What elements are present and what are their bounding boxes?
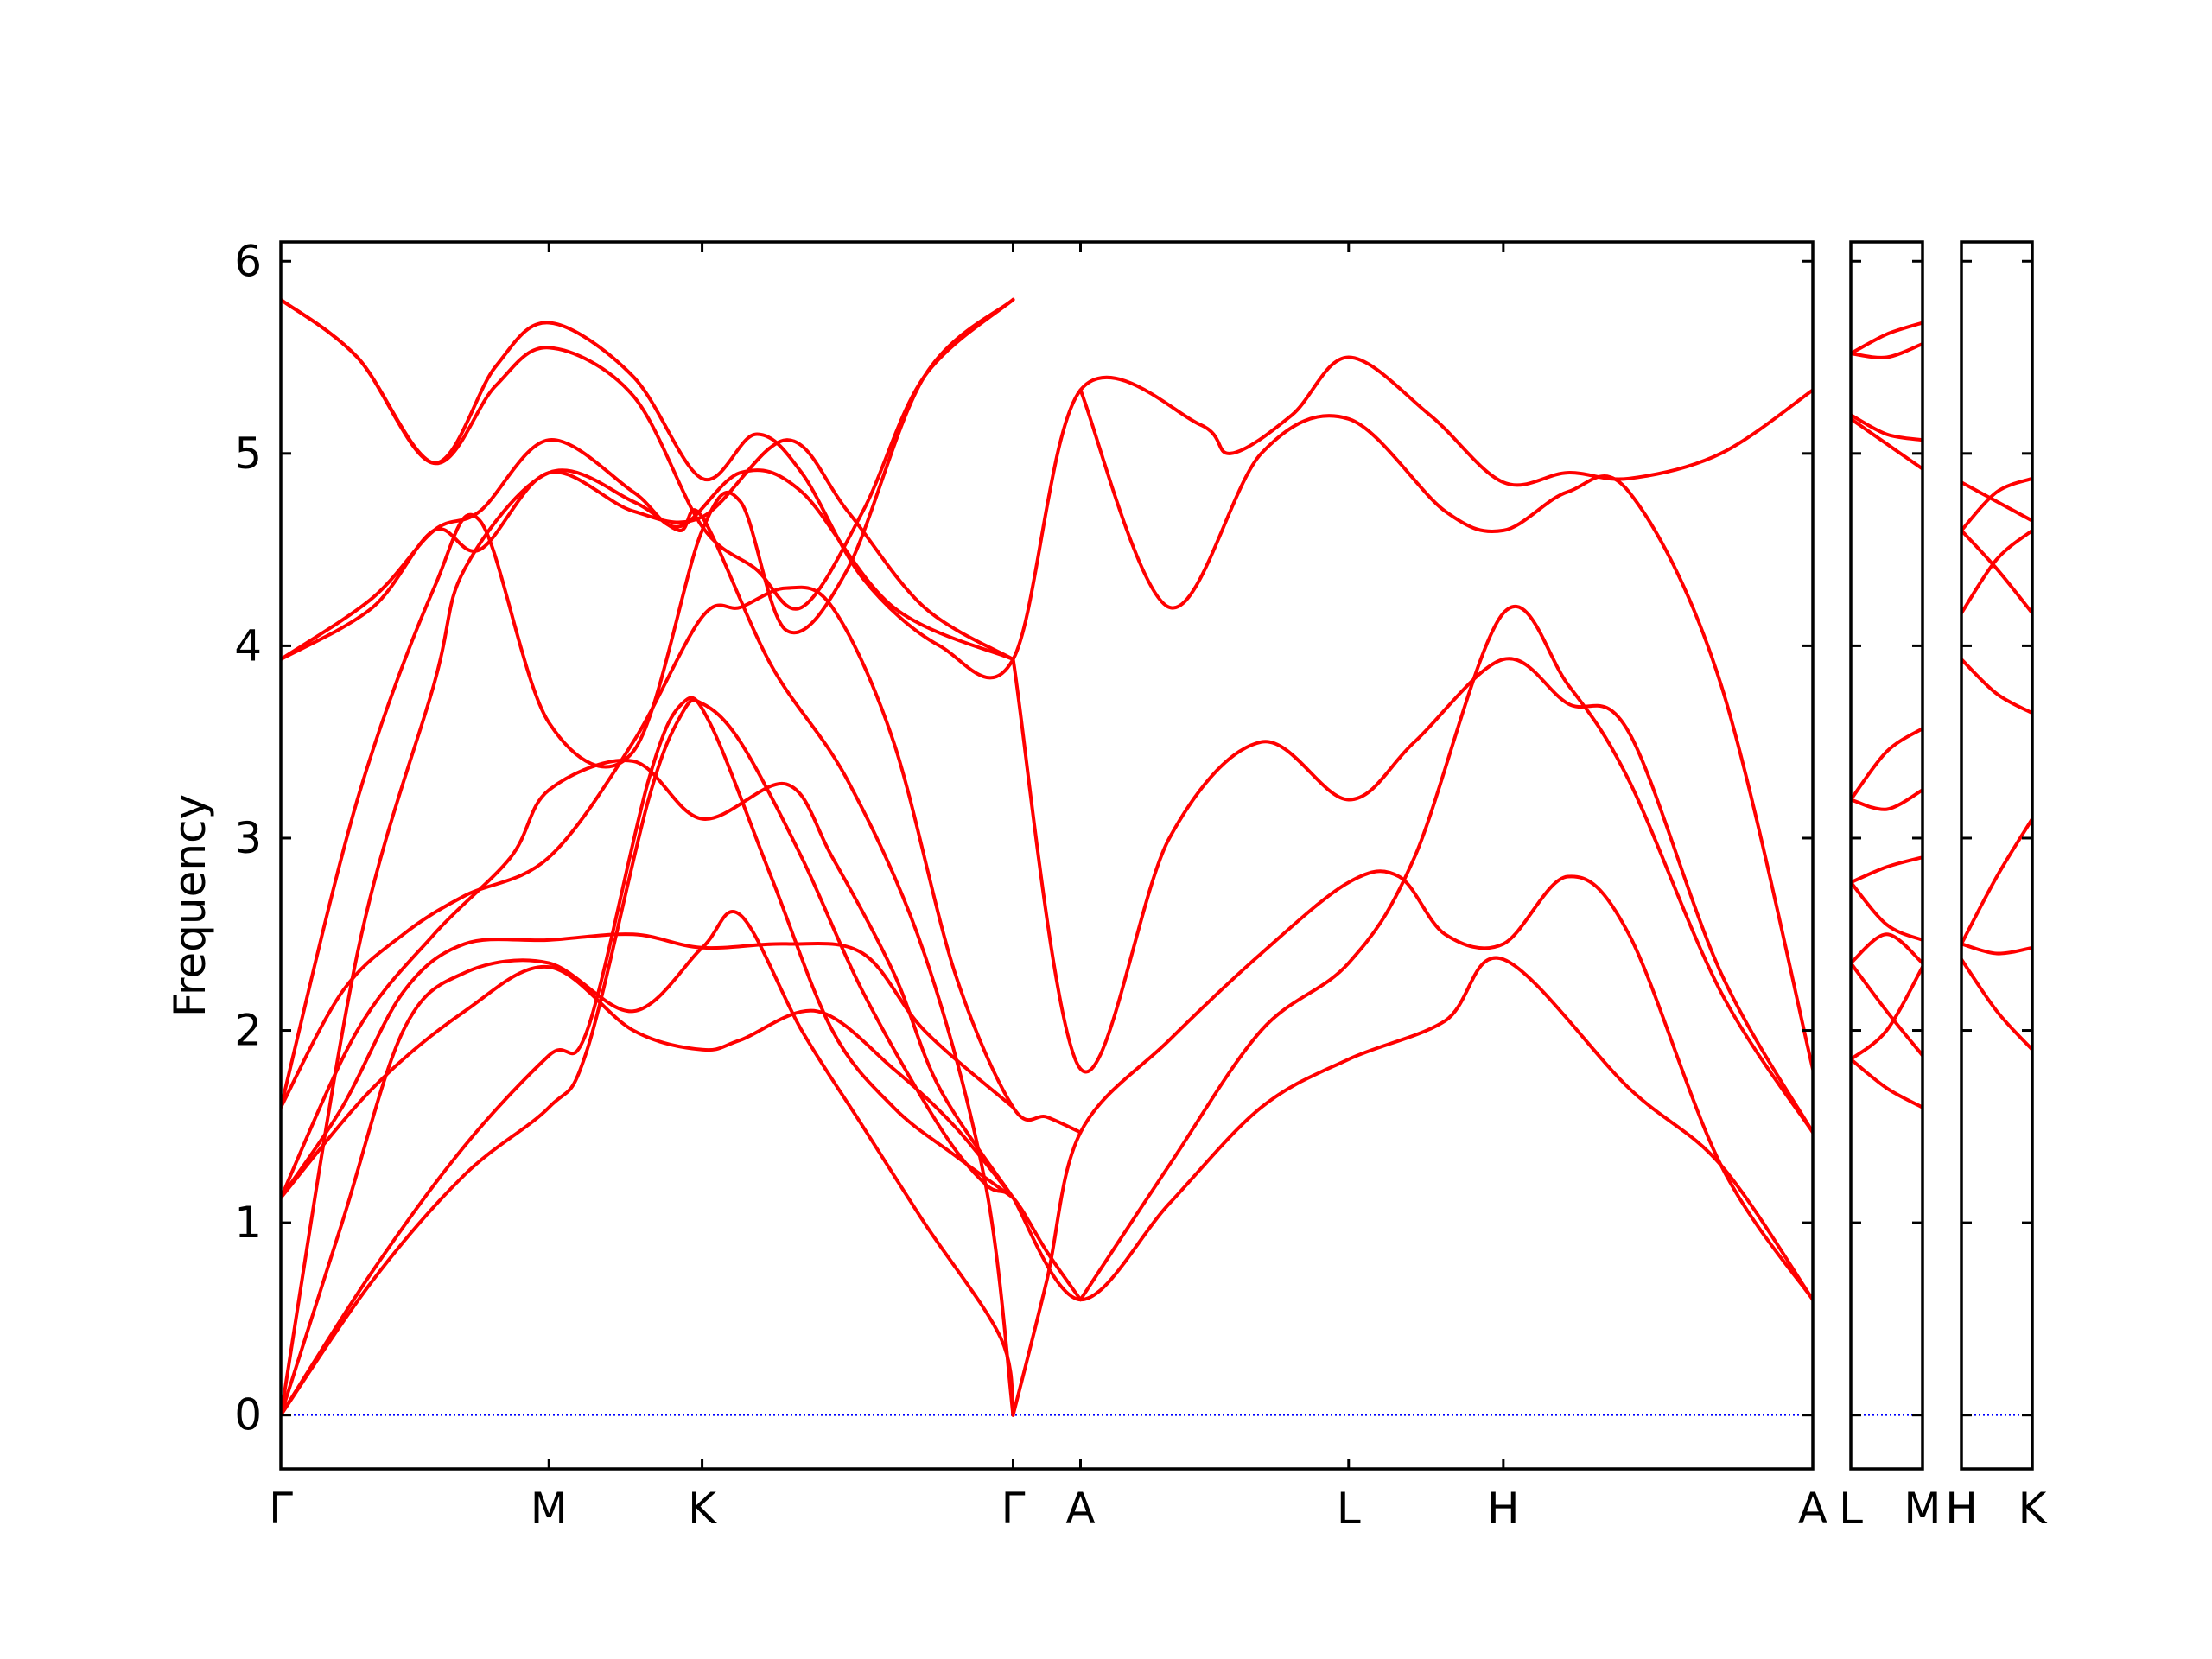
phonon-band-10 — [281, 438, 1015, 661]
phonon-band-6 — [281, 585, 1083, 1135]
plot-frame — [1849, 240, 1924, 1471]
plot-frame — [279, 240, 1815, 1471]
phonon-band-1 — [1851, 321, 1923, 356]
phonon-band-5 — [281, 932, 1015, 1200]
phonon-band-12 — [1851, 1057, 1923, 1109]
y-tick-label: 2 — [234, 1006, 262, 1056]
phonon-band-5 — [1851, 727, 1923, 802]
band-group — [281, 297, 1813, 1417]
phonon-band-6 — [1851, 788, 1923, 811]
phonon-band-3 — [281, 910, 1015, 1417]
phonon-band-8 — [281, 468, 1015, 1417]
x-tick-label: L — [1839, 1484, 1863, 1534]
y-tick-label: 1 — [234, 1198, 262, 1248]
phonon-band-2 — [281, 696, 1015, 1417]
phonon-band-2 — [1851, 342, 1923, 359]
phonon-band-7 — [1851, 855, 1923, 885]
phonon-band-4 — [281, 964, 1015, 1200]
phonon-band-13 — [281, 297, 1813, 680]
phonon-band-15 — [1011, 657, 1813, 1135]
y-tick-label: 0 — [234, 1390, 262, 1440]
x-tick-label: M — [1904, 1484, 1941, 1534]
phonon-band-10 — [1851, 961, 1923, 1058]
phonon-band-16 — [1011, 956, 1813, 1302]
phonon-band-12 — [281, 297, 1015, 611]
phonon-band-8 — [1961, 957, 2032, 1052]
x-tick-label: Γ — [269, 1484, 293, 1534]
phonon-band-18 — [1078, 388, 1813, 1071]
band-group — [1851, 321, 1923, 1109]
y-axis-title: Frequency — [165, 794, 215, 1017]
x-tick-label: A — [1798, 1484, 1827, 1534]
phonon-band-14 — [1011, 869, 1813, 1417]
phonon-band-8 — [1851, 880, 1923, 942]
x-tick-label: M — [531, 1484, 568, 1534]
plot-frame — [1960, 240, 2034, 1471]
phonon-band-2 — [1961, 476, 2032, 532]
phonon-band-6 — [1961, 817, 2032, 946]
y-tick-label: 3 — [234, 813, 262, 863]
x-tick-label: L — [1337, 1484, 1361, 1534]
phonon-band-9 — [1851, 932, 1923, 965]
x-tick-label: K — [688, 1484, 717, 1534]
phonon-band-7 — [281, 759, 1015, 1200]
x-tick-label: H — [1487, 1484, 1520, 1534]
y-tick-label: 6 — [234, 236, 262, 286]
phonon-band-4 — [1851, 416, 1923, 471]
x-tick-label: Γ — [1001, 1484, 1026, 1534]
phonon-band-1 — [281, 698, 1083, 1417]
y-tick-label: 5 — [234, 429, 262, 479]
phonon-band-3 — [1851, 413, 1923, 442]
phonon-band-1 — [1961, 480, 2032, 523]
phonon-band-17 — [1078, 604, 1813, 1302]
phonon-band-11 — [1851, 965, 1923, 1061]
phonon-band-11 — [281, 438, 1015, 661]
x-tick-label: K — [2018, 1484, 2048, 1534]
phonon-band-7 — [1961, 942, 2032, 956]
y-tick-label: 4 — [234, 620, 262, 671]
phonon-band-4 — [1961, 528, 2032, 615]
phonon-band-5 — [1961, 658, 2032, 715]
phonon-band-3 — [1961, 528, 2032, 615]
phonon-band-9 — [281, 297, 1015, 1109]
x-tick-label: H — [1945, 1484, 1978, 1534]
band-group — [1961, 476, 2032, 1052]
x-tick-label: A — [1065, 1484, 1095, 1534]
